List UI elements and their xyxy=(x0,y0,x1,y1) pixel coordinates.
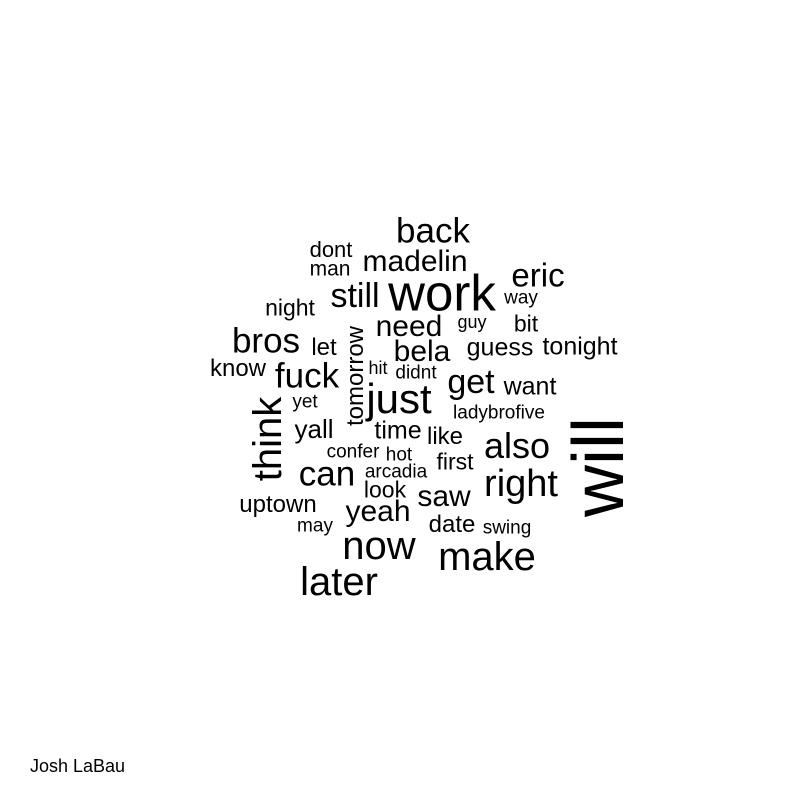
word-madelin: madelin xyxy=(362,245,468,278)
word-tomorrow: tomorrow xyxy=(342,325,369,427)
word-arcadia: arcadia xyxy=(364,461,428,483)
word-ladybrofive: ladybrofive xyxy=(453,402,545,424)
word-time: time xyxy=(374,416,422,445)
word-need: need xyxy=(375,310,443,343)
word-look: look xyxy=(363,476,407,503)
word-night: night xyxy=(265,294,315,321)
word-guy: guy xyxy=(457,312,487,332)
word-just: just xyxy=(366,375,432,422)
word-saw: saw xyxy=(417,480,471,513)
word-later: later xyxy=(300,560,378,604)
word-work: work xyxy=(388,264,496,322)
word-tonight: tonight xyxy=(542,332,618,361)
word-swing: swing xyxy=(482,517,532,539)
word-first: first xyxy=(436,448,474,475)
word-hit: hit xyxy=(368,358,388,378)
word-eric: eric xyxy=(511,256,565,294)
word-way: way xyxy=(504,287,538,309)
word-fuck: fuck xyxy=(274,356,340,396)
word-now: now xyxy=(342,524,416,568)
word-back: back xyxy=(396,211,470,251)
word-like: like xyxy=(426,423,464,450)
word-bros: bros xyxy=(231,321,301,361)
word-yeah: yeah xyxy=(345,495,411,528)
word-know: know xyxy=(209,355,267,382)
word-want: want xyxy=(503,372,557,401)
word-let: let xyxy=(311,334,337,361)
word-confer: confer xyxy=(326,441,380,463)
author-caption: Josh LaBau xyxy=(30,756,126,776)
word-man: man xyxy=(309,257,351,281)
word-dont: dont xyxy=(309,237,353,262)
word-make: make xyxy=(438,535,536,579)
word-think: think xyxy=(246,396,290,482)
word-get: get xyxy=(447,363,495,401)
word-may: may xyxy=(297,515,333,537)
word-also: also xyxy=(483,425,551,466)
word-date: date xyxy=(428,511,476,538)
word-will: will xyxy=(559,417,639,517)
word-didnt: didnt xyxy=(395,362,437,384)
word-uptown: uptown xyxy=(239,491,317,518)
word-right: right xyxy=(484,463,558,505)
word-yall: yall xyxy=(294,414,334,444)
word-hot: hot xyxy=(385,444,413,466)
word-still: still xyxy=(330,277,380,315)
word-bela: bela xyxy=(393,335,451,368)
word-yet: yet xyxy=(292,391,318,413)
word-bit: bit xyxy=(513,310,539,337)
word-can: can xyxy=(298,454,356,494)
word-guess: guess xyxy=(466,333,534,362)
